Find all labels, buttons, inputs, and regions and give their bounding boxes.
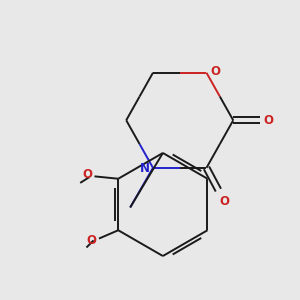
Text: N: N [140, 162, 150, 175]
Text: O: O [263, 114, 274, 127]
Text: O: O [82, 168, 92, 182]
Text: O: O [87, 234, 97, 247]
Text: O: O [210, 65, 220, 78]
Text: O: O [220, 195, 230, 208]
